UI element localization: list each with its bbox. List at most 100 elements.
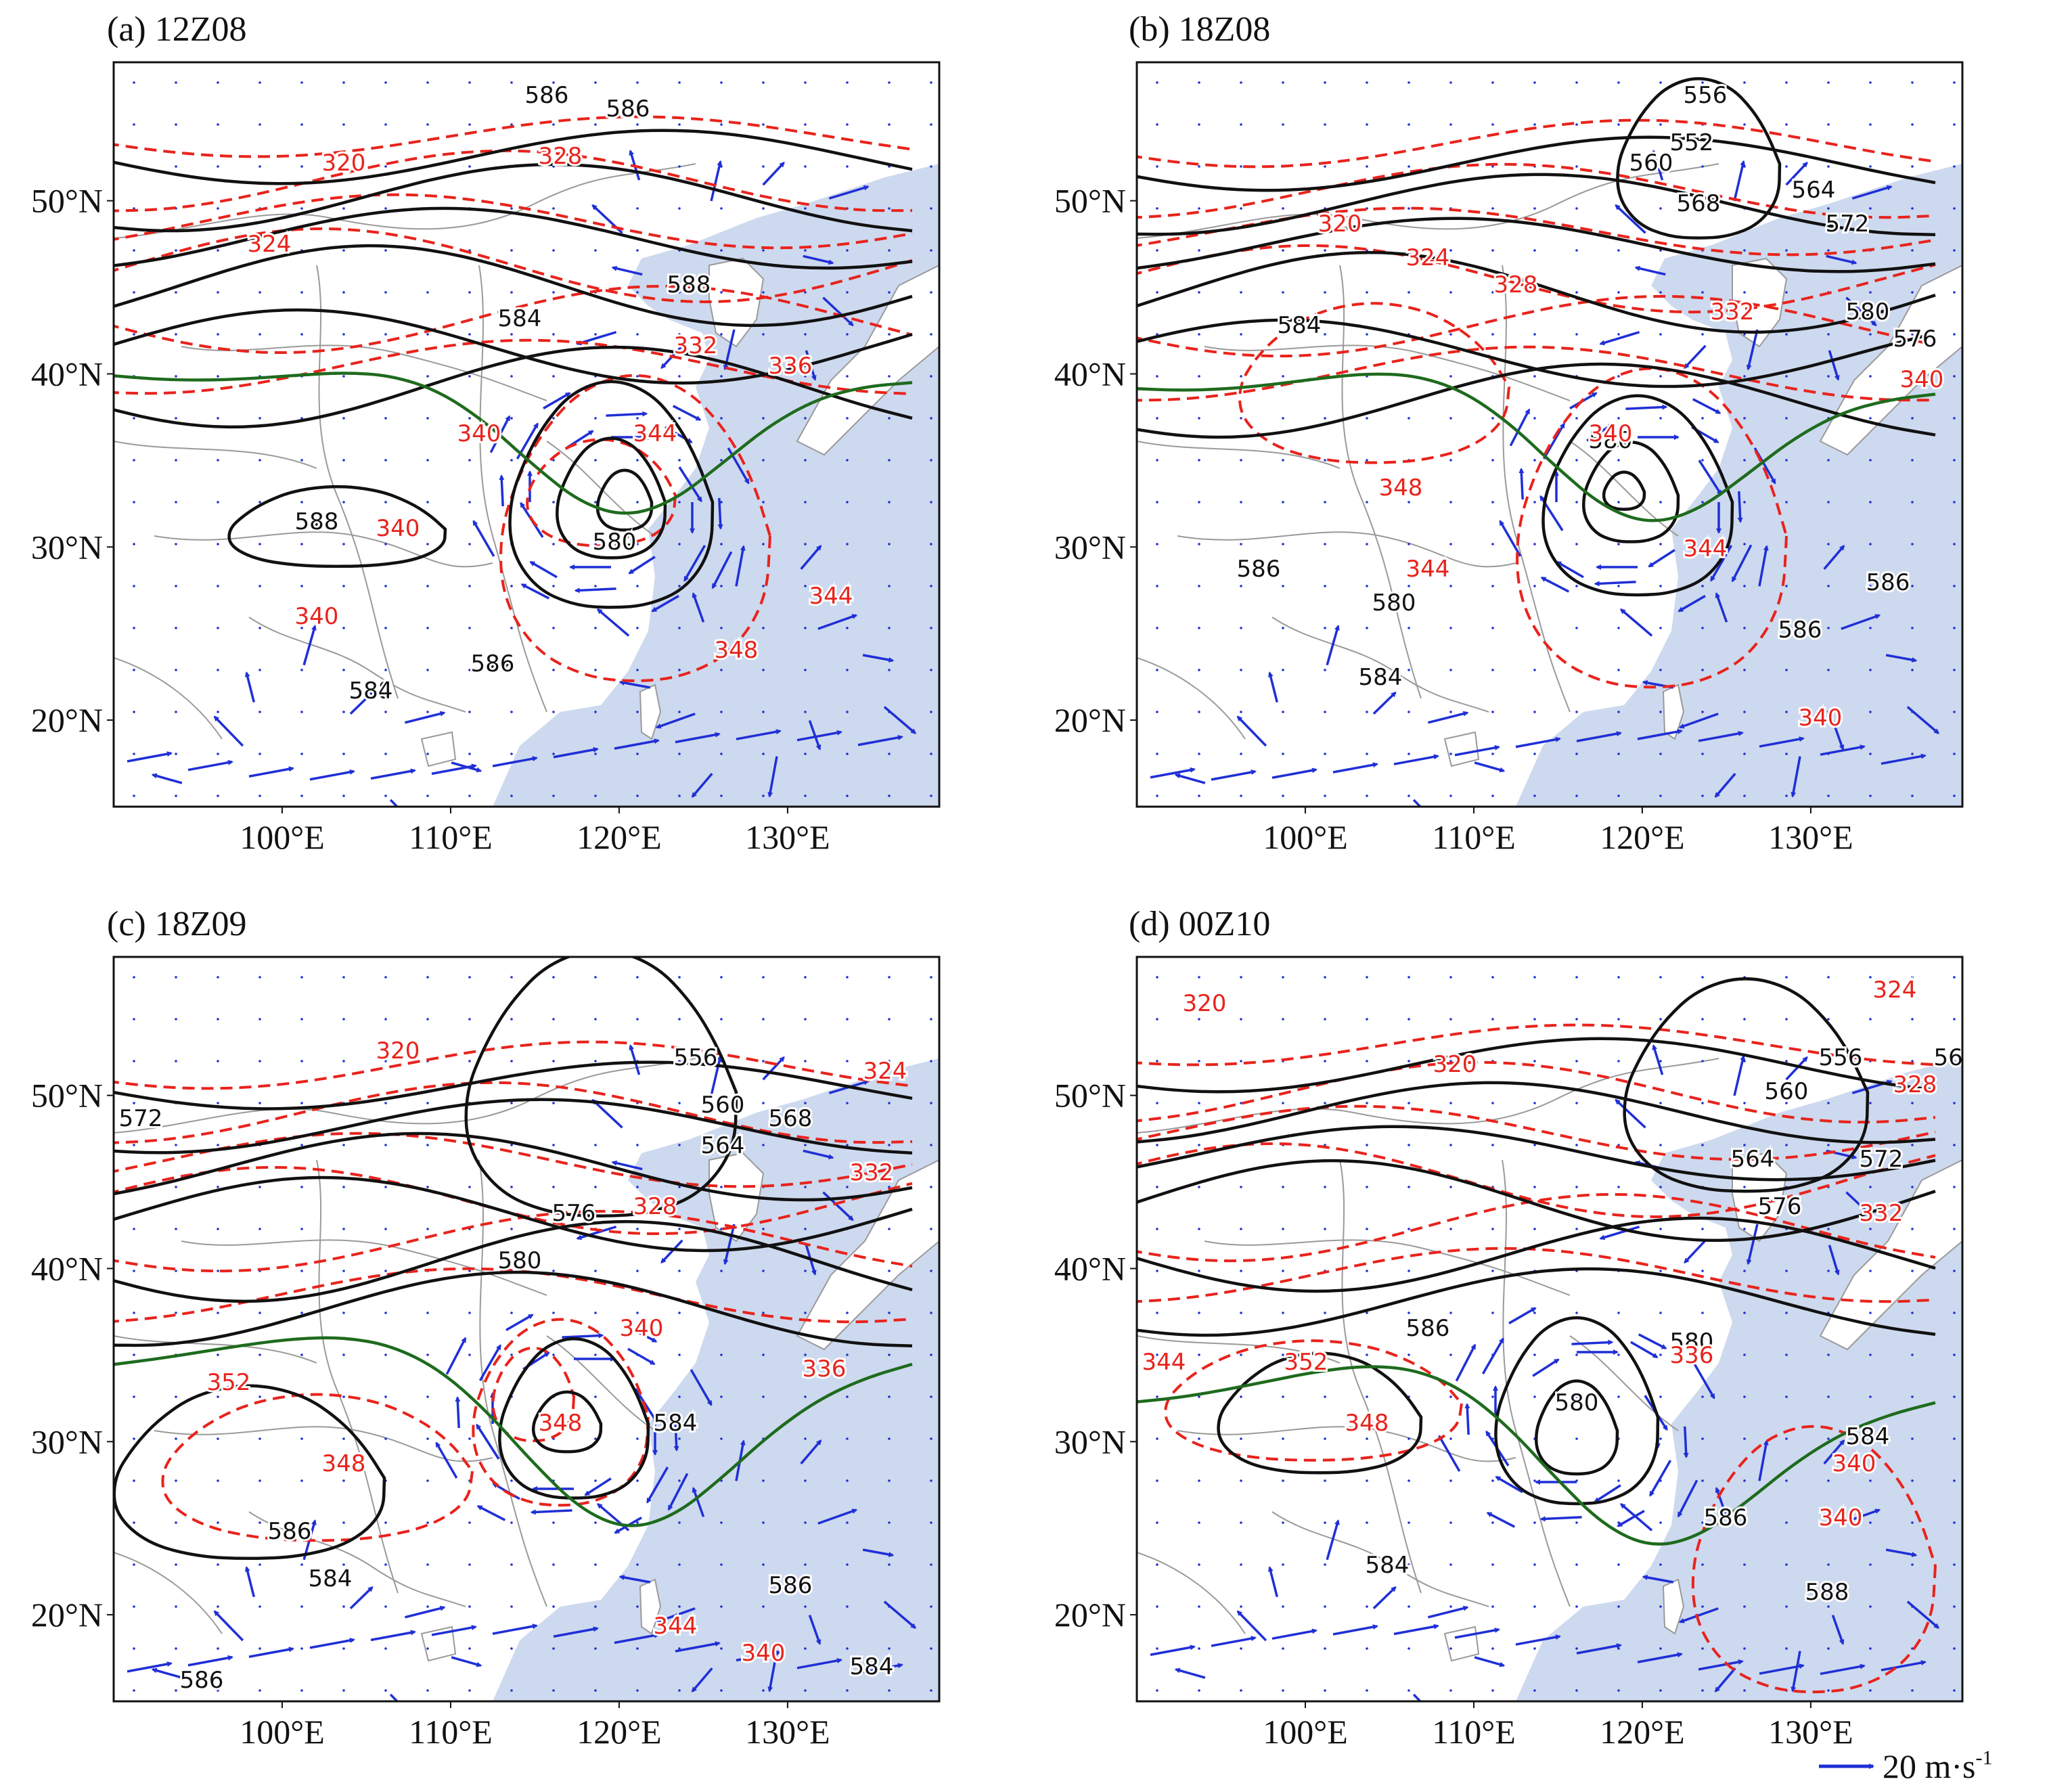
wind-dot — [1533, 1521, 1536, 1524]
wind-dot — [594, 1647, 597, 1650]
wind-dot — [426, 459, 429, 462]
wind-dot — [1491, 669, 1494, 671]
wind-dot — [1282, 417, 1284, 420]
wind-dot — [552, 1353, 555, 1356]
province-border — [1204, 1239, 1571, 1296]
wind-dot — [426, 669, 429, 671]
wind-dot — [133, 1353, 135, 1356]
wind-arrow — [822, 296, 854, 327]
height-contour — [114, 244, 913, 328]
wind-arrow — [883, 706, 917, 734]
wind-arrow — [634, 1388, 658, 1425]
wind-dot — [846, 543, 849, 545]
wind-arrow — [309, 1638, 355, 1649]
wind-dot — [384, 669, 387, 671]
wind-dot — [1701, 207, 1704, 210]
wind-arrow — [189, 823, 228, 833]
theta-contour — [1691, 1425, 1937, 1694]
wind-arrow — [828, 185, 870, 200]
wind-dot — [1659, 1353, 1662, 1356]
wind-dot — [300, 333, 303, 336]
wind-dot — [1198, 669, 1200, 671]
wind-dot — [1366, 1353, 1368, 1356]
wind-dot — [1408, 249, 1410, 252]
wind-arrow — [822, 1191, 854, 1222]
wind-dot — [1282, 1479, 1284, 1482]
wind-dot — [258, 417, 261, 420]
wind-dot — [804, 794, 807, 797]
wind-dot — [426, 123, 429, 126]
y-tick-label: 30°N — [31, 1423, 103, 1460]
wind-dot — [1701, 1605, 1704, 1608]
wind-dot — [1240, 417, 1242, 420]
wind-dot — [678, 1186, 681, 1188]
wind-dot — [1282, 291, 1284, 294]
wind-dot — [1911, 501, 1914, 503]
wind-arrow — [520, 583, 550, 600]
wind-dot — [1408, 976, 1410, 979]
wind-arrow — [1508, 1307, 1537, 1324]
wind-dot — [1324, 1060, 1326, 1062]
wind-dot — [678, 501, 681, 503]
wind-dot — [258, 291, 261, 294]
wind-dot — [426, 1228, 429, 1230]
wind-dot — [636, 1521, 639, 1524]
wind-dot — [1282, 249, 1284, 252]
wind-dot — [636, 81, 639, 84]
wind-dot — [1911, 417, 1914, 420]
wind-dot — [217, 459, 219, 462]
wind-arrow — [683, 545, 706, 582]
wind-dot — [720, 669, 723, 671]
wind-arrow — [736, 1650, 782, 1662]
wind-dot — [804, 627, 807, 629]
wind-dot — [1156, 375, 1158, 378]
wind-dot — [1827, 1102, 1830, 1104]
wind-dot — [1491, 976, 1494, 979]
wind-dot — [1743, 123, 1746, 126]
wind-dot — [762, 627, 765, 629]
wind-dot — [1449, 1060, 1452, 1062]
wind-dot — [1701, 627, 1704, 629]
height-label: 580 — [525, 82, 569, 109]
wind-arrow — [248, 766, 294, 778]
wind-dot — [1240, 1353, 1242, 1356]
wind-arrow — [1556, 560, 1584, 579]
wind-dot — [1156, 753, 1158, 755]
wind-dot — [930, 1144, 932, 1146]
wind-dot — [594, 1521, 597, 1524]
wind-dot — [720, 1647, 723, 1650]
theta-contour — [1238, 302, 1511, 464]
wind-dot — [258, 1312, 261, 1314]
wind-dot — [930, 417, 932, 420]
y-tick-label: 40°N — [1054, 1249, 1126, 1287]
theta-label: 324 — [1406, 244, 1450, 271]
wind-dot — [468, 81, 471, 84]
wind-dot — [1911, 627, 1914, 629]
wind-dot — [1575, 1521, 1578, 1524]
wind-dot — [888, 1521, 891, 1524]
wind-dot — [342, 1018, 345, 1021]
wind-dot — [1743, 1479, 1746, 1482]
wind-dot — [720, 459, 723, 462]
wind-dot — [1491, 585, 1494, 587]
wind-dot — [1953, 1144, 1956, 1146]
wind-arrow — [189, 1718, 228, 1728]
wind-dot — [258, 1186, 261, 1188]
wind-dot — [426, 1395, 429, 1398]
wind-arrow — [614, 1632, 660, 1644]
wind-dot — [342, 627, 345, 629]
wind-dot — [762, 165, 765, 168]
wind-dot — [258, 1228, 261, 1230]
wind-dot — [258, 627, 261, 629]
wind-arrow — [1211, 1636, 1257, 1647]
wind-dot — [1659, 375, 1662, 378]
wind-dot — [1953, 417, 1956, 420]
wind-dot — [636, 1437, 639, 1440]
wind-arrow — [1785, 161, 1808, 186]
wind-dot — [1617, 1353, 1620, 1356]
wind-dot — [300, 459, 303, 462]
theta-label: 332 — [1711, 298, 1755, 326]
theta-label: 324 — [1873, 977, 1917, 1004]
wind-dot — [1491, 753, 1494, 755]
wind-dot — [1701, 1270, 1704, 1272]
